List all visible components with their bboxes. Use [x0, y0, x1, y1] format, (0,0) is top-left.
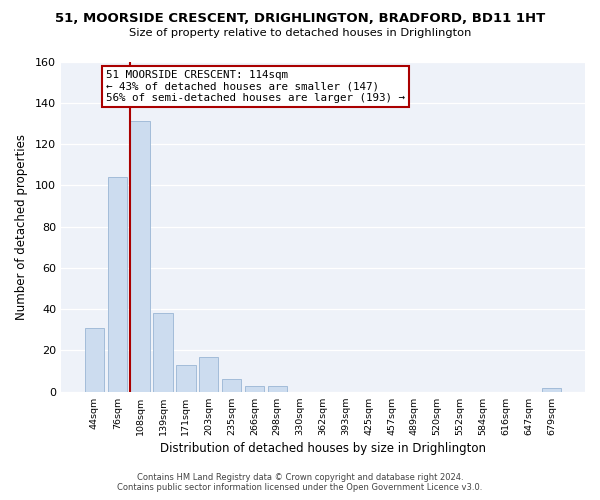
X-axis label: Distribution of detached houses by size in Drighlington: Distribution of detached houses by size …: [160, 442, 486, 455]
Y-axis label: Number of detached properties: Number of detached properties: [15, 134, 28, 320]
Text: 51 MOORSIDE CRESCENT: 114sqm
← 43% of detached houses are smaller (147)
56% of s: 51 MOORSIDE CRESCENT: 114sqm ← 43% of de…: [106, 70, 405, 103]
Bar: [176, 365, 196, 392]
Bar: [85, 328, 104, 392]
Bar: [199, 356, 218, 392]
Text: Size of property relative to detached houses in Drighlington: Size of property relative to detached ho…: [129, 28, 471, 38]
Bar: [222, 380, 241, 392]
Bar: [245, 386, 264, 392]
Bar: [130, 122, 150, 392]
Bar: [107, 177, 127, 392]
Bar: [542, 388, 561, 392]
Bar: [154, 314, 173, 392]
Text: 51, MOORSIDE CRESCENT, DRIGHLINGTON, BRADFORD, BD11 1HT: 51, MOORSIDE CRESCENT, DRIGHLINGTON, BRA…: [55, 12, 545, 26]
Bar: [268, 386, 287, 392]
Text: Contains HM Land Registry data © Crown copyright and database right 2024.
Contai: Contains HM Land Registry data © Crown c…: [118, 473, 482, 492]
